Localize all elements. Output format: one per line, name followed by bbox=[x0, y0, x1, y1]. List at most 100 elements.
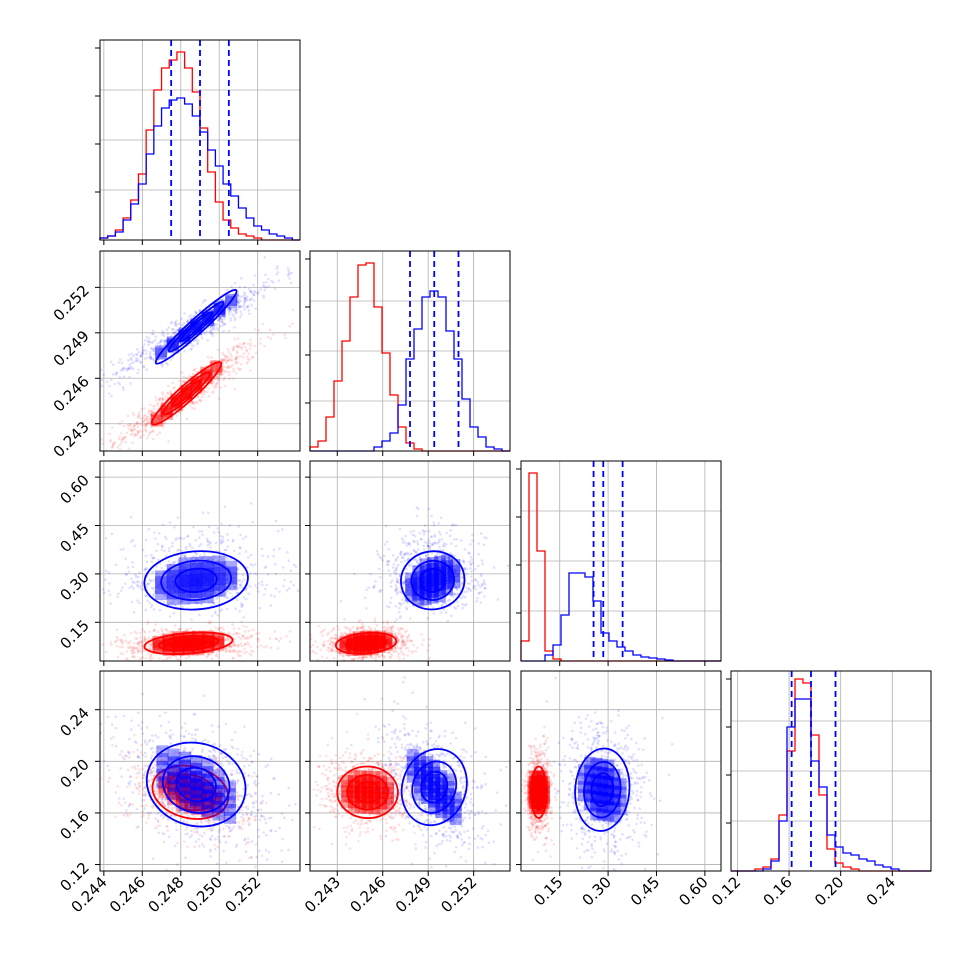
scatter-point bbox=[381, 668, 384, 671]
scatter-point bbox=[157, 413, 161, 417]
scatter-point bbox=[216, 348, 220, 351]
scatter-point bbox=[116, 446, 119, 449]
scatter-point bbox=[225, 574, 229, 577]
scatter-point bbox=[217, 634, 221, 638]
scatter-point bbox=[340, 633, 344, 637]
scatter-point bbox=[387, 547, 390, 551]
scatter-point bbox=[238, 546, 241, 549]
scatter-point bbox=[142, 773, 145, 777]
scatter-point bbox=[239, 305, 243, 308]
scatter-point bbox=[397, 632, 401, 635]
scatter-point bbox=[158, 341, 162, 344]
scatter-point bbox=[332, 656, 336, 660]
scatter-point bbox=[171, 541, 175, 545]
scatter-point bbox=[136, 575, 140, 579]
scatter-point bbox=[291, 322, 294, 326]
scatter-point bbox=[339, 631, 343, 635]
scatter-point bbox=[398, 552, 402, 556]
scatter-point bbox=[154, 646, 158, 649]
scatter-point bbox=[391, 632, 395, 636]
scatter-point bbox=[124, 440, 127, 444]
scatter-point bbox=[395, 580, 399, 584]
scatter-point bbox=[201, 301, 205, 304]
scatter-point bbox=[436, 551, 440, 555]
scatter-point bbox=[201, 758, 205, 762]
scatter-point bbox=[407, 557, 410, 561]
scatter-point bbox=[186, 319, 190, 323]
scatter-point bbox=[286, 274, 290, 277]
scatter-point bbox=[323, 643, 327, 647]
scatter-point bbox=[158, 639, 161, 643]
scatter-point bbox=[130, 651, 134, 655]
scatter-point bbox=[404, 552, 407, 555]
scatter-point bbox=[144, 656, 148, 660]
scatter-point bbox=[404, 647, 408, 650]
scatter-point bbox=[207, 601, 211, 604]
scatter-point bbox=[164, 398, 167, 402]
scatter-point bbox=[412, 643, 415, 647]
scatter-point bbox=[448, 534, 452, 538]
scatter-point bbox=[200, 336, 204, 340]
scatter-point bbox=[219, 316, 223, 319]
scatter-point bbox=[387, 642, 391, 645]
scatter-point bbox=[135, 422, 138, 426]
scatter-point bbox=[172, 561, 176, 564]
scatter-point bbox=[236, 645, 240, 648]
scatter-point bbox=[108, 432, 111, 436]
scatter-point bbox=[168, 570, 171, 574]
scatter-point bbox=[236, 295, 240, 298]
scatter-point bbox=[394, 571, 398, 574]
scatter-point bbox=[137, 422, 141, 425]
scatter-point bbox=[425, 541, 429, 545]
scatter-point bbox=[468, 588, 471, 591]
scatter-point bbox=[161, 356, 164, 359]
scatter-point bbox=[186, 629, 190, 633]
scatter-point bbox=[452, 606, 456, 609]
scatter-point bbox=[126, 414, 130, 418]
scatter-point bbox=[206, 540, 210, 543]
scatter-point bbox=[471, 539, 474, 542]
scatter-point bbox=[153, 338, 157, 342]
scatter-point bbox=[242, 822, 245, 826]
scatter-point bbox=[402, 580, 406, 584]
scatter-point bbox=[389, 581, 393, 584]
scatter-point bbox=[477, 591, 481, 595]
scatter-point bbox=[248, 358, 252, 361]
scatter-point bbox=[468, 560, 471, 564]
scatter-point bbox=[404, 641, 408, 644]
scatter-point bbox=[515, 570, 518, 573]
scatter-point bbox=[215, 385, 219, 389]
scatter-point bbox=[232, 367, 235, 371]
scatter-point bbox=[141, 627, 145, 631]
scatter-point bbox=[466, 582, 470, 585]
scatter-point bbox=[388, 642, 391, 646]
scatter-point bbox=[236, 794, 239, 798]
scatter-point bbox=[148, 403, 152, 406]
scatter-point bbox=[260, 580, 264, 584]
scatter-point bbox=[273, 563, 277, 566]
scatter-point bbox=[161, 392, 165, 396]
scatter-point bbox=[228, 308, 232, 312]
scatter-point bbox=[250, 634, 253, 638]
scatter-point bbox=[218, 769, 222, 773]
scatter-point bbox=[352, 631, 356, 634]
scatter-point bbox=[389, 596, 393, 600]
scatter-point bbox=[244, 842, 248, 846]
scatter-point bbox=[445, 611, 448, 614]
scatter-point bbox=[450, 542, 453, 545]
scatter-point bbox=[237, 821, 241, 824]
scatter-point bbox=[385, 540, 389, 544]
scatter-point bbox=[140, 408, 144, 411]
scatter-point bbox=[142, 364, 146, 368]
scatter-point bbox=[176, 809, 180, 813]
scatter-point bbox=[222, 317, 226, 321]
scatter-point bbox=[406, 654, 410, 657]
scatter-point bbox=[158, 347, 162, 351]
scatter-point bbox=[456, 572, 460, 576]
density-cell bbox=[152, 642, 165, 655]
scatter-point bbox=[214, 587, 217, 591]
scatter-point bbox=[233, 800, 237, 803]
scatter-point bbox=[243, 298, 247, 302]
scatter-point bbox=[221, 323, 225, 327]
scatter-point bbox=[334, 649, 338, 653]
